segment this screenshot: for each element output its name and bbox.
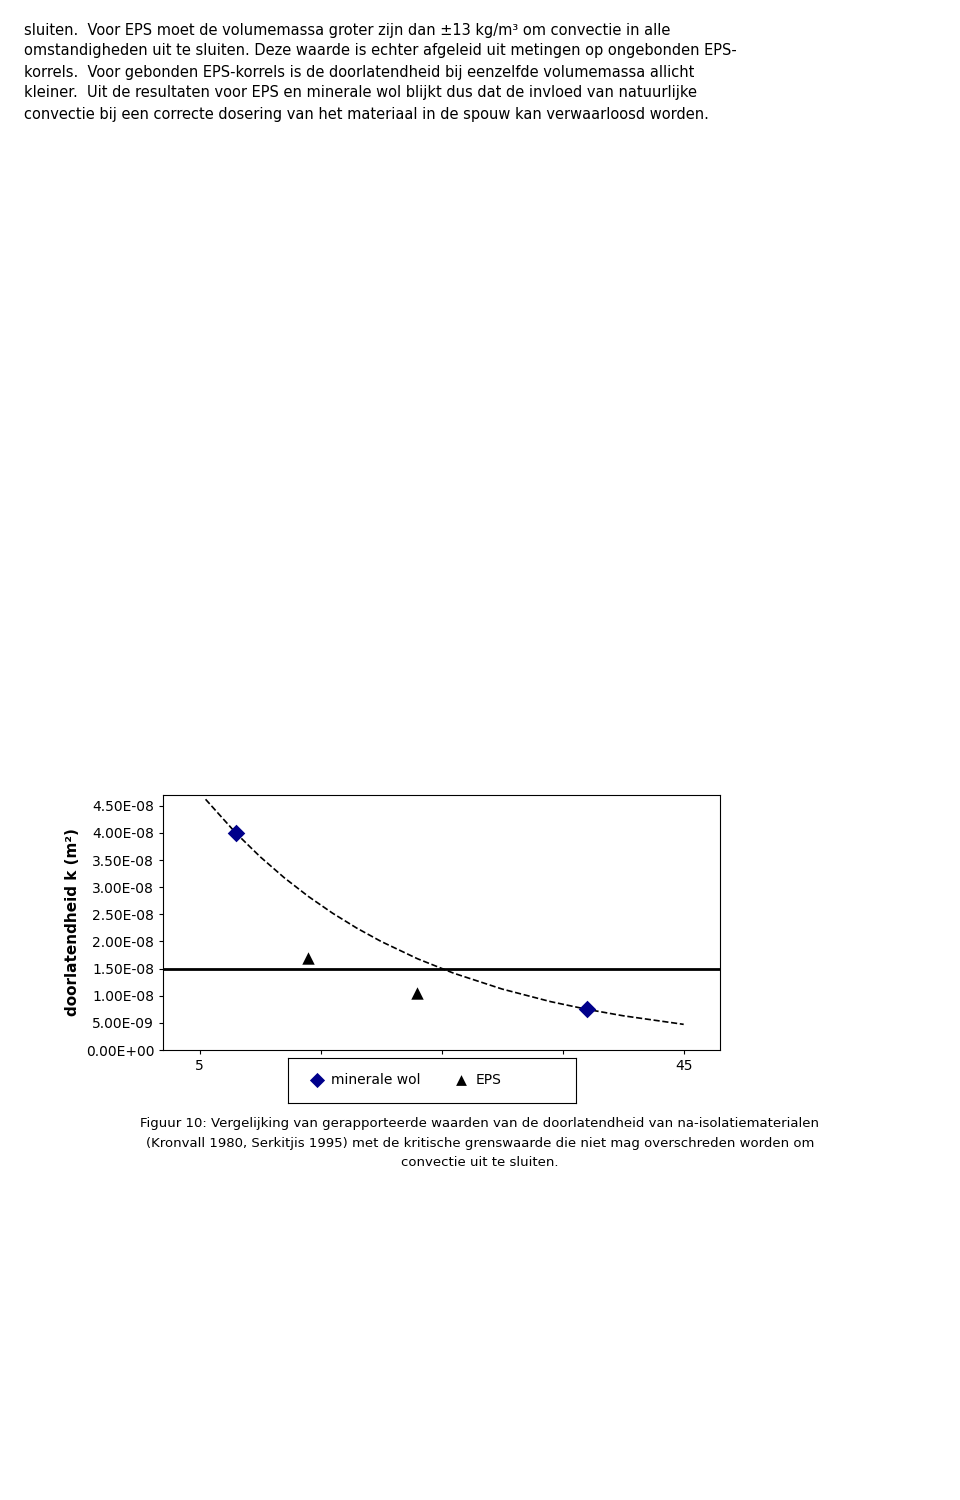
- Text: EPS: EPS: [475, 1072, 501, 1088]
- Point: [579, 998, 594, 1022]
- Point: [410, 981, 425, 1005]
- X-axis label: volumemassa (kg/m³): volumemassa (kg/m³): [348, 1078, 535, 1094]
- Point: [686, 864, 702, 888]
- Point: [300, 946, 316, 970]
- Point: [228, 821, 244, 844]
- Text: sluiten.  Voor EPS moet de volumemassa groter zijn dan ±13 kg/m³ om convectie in: sluiten. Voor EPS moet de volumemassa gr…: [24, 22, 736, 122]
- Text: Figuur 10: Vergelijking van gerapporteerde waarden van de doorlatendheid van na-: Figuur 10: Vergelijking van gerapporteer…: [140, 1118, 820, 1131]
- Text: (Kronvall 1980, Serkitjis 1995) met de kritische grenswaarde die niet mag oversc: (Kronvall 1980, Serkitjis 1995) met de k…: [146, 1137, 814, 1150]
- Text: minerale wol: minerale wol: [331, 1072, 420, 1088]
- Y-axis label: doorlatendheid k (m²): doorlatendheid k (m²): [65, 828, 80, 1017]
- Text: convectie uit te sluiten.: convectie uit te sluiten.: [401, 1156, 559, 1170]
